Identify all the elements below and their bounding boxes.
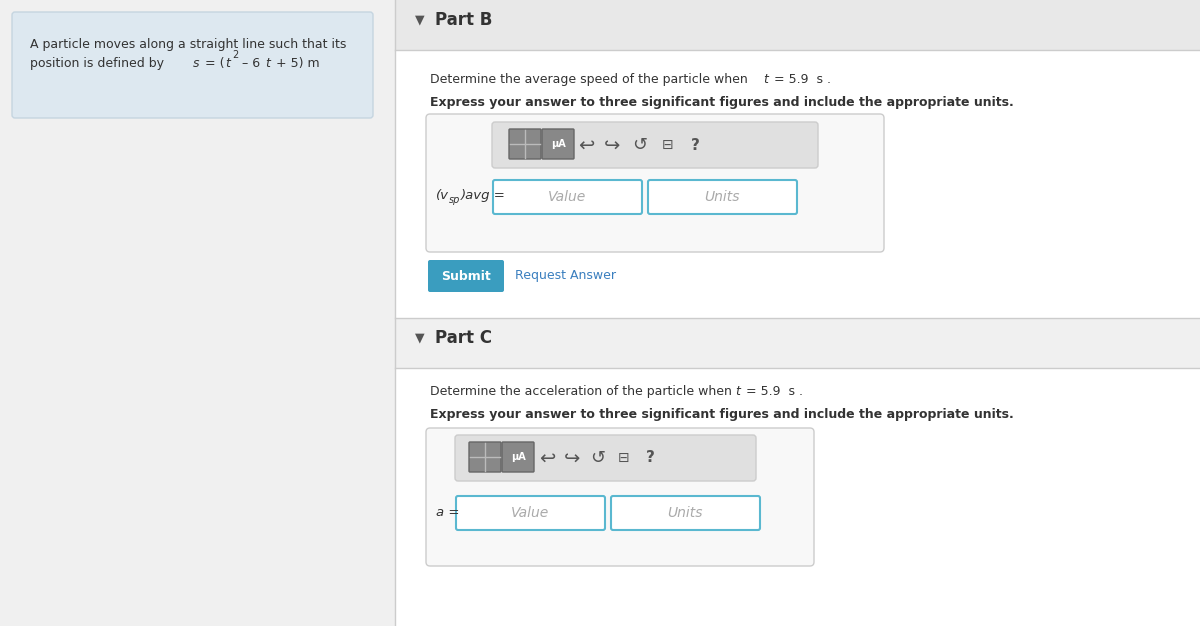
Text: Determine the acceleration of the particle when: Determine the acceleration of the partic… bbox=[430, 385, 736, 398]
Text: 2: 2 bbox=[232, 50, 239, 60]
Text: Express your answer to three significant figures and include the appropriate uni: Express your answer to three significant… bbox=[430, 96, 1014, 109]
Text: ↪: ↪ bbox=[564, 448, 580, 468]
Text: Value: Value bbox=[511, 506, 550, 520]
Text: ↩: ↩ bbox=[578, 135, 594, 155]
Text: ↺: ↺ bbox=[632, 136, 648, 154]
Text: ▼: ▼ bbox=[415, 331, 425, 344]
Text: = 5.9  s .: = 5.9 s . bbox=[742, 385, 803, 398]
Text: – 6: – 6 bbox=[238, 57, 260, 70]
Text: A particle moves along a straight line such that its: A particle moves along a straight line s… bbox=[30, 38, 347, 51]
Text: μA: μA bbox=[551, 139, 565, 149]
Text: Part B: Part B bbox=[436, 11, 492, 29]
Text: t: t bbox=[265, 57, 270, 70]
FancyBboxPatch shape bbox=[493, 180, 642, 214]
Text: Express your answer to three significant figures and include the appropriate uni: Express your answer to three significant… bbox=[430, 408, 1014, 421]
Text: ⊟: ⊟ bbox=[662, 138, 674, 152]
Text: = 5.9  s .: = 5.9 s . bbox=[770, 73, 830, 86]
FancyBboxPatch shape bbox=[469, 442, 502, 472]
Text: ?: ? bbox=[690, 138, 700, 153]
Text: ↪: ↪ bbox=[604, 135, 620, 155]
FancyBboxPatch shape bbox=[395, 0, 1200, 626]
Text: Determine the average speed of the particle when: Determine the average speed of the parti… bbox=[430, 73, 751, 86]
Text: Value: Value bbox=[548, 190, 586, 204]
FancyBboxPatch shape bbox=[492, 122, 818, 168]
FancyBboxPatch shape bbox=[611, 496, 760, 530]
Text: Part C: Part C bbox=[436, 329, 492, 347]
FancyBboxPatch shape bbox=[12, 12, 373, 118]
FancyBboxPatch shape bbox=[542, 129, 574, 159]
Text: )avg =: )avg = bbox=[461, 190, 506, 202]
Text: Units: Units bbox=[667, 506, 703, 520]
FancyBboxPatch shape bbox=[502, 442, 534, 472]
Text: a =: a = bbox=[436, 506, 460, 518]
FancyBboxPatch shape bbox=[426, 428, 814, 566]
FancyBboxPatch shape bbox=[426, 114, 884, 252]
Text: t: t bbox=[734, 385, 740, 398]
FancyBboxPatch shape bbox=[395, 318, 1200, 368]
FancyBboxPatch shape bbox=[509, 129, 541, 159]
FancyBboxPatch shape bbox=[648, 180, 797, 214]
Text: (v: (v bbox=[436, 190, 449, 202]
Text: ↺: ↺ bbox=[590, 449, 606, 467]
FancyBboxPatch shape bbox=[455, 435, 756, 481]
Text: μA: μA bbox=[511, 452, 526, 462]
Text: t: t bbox=[226, 57, 230, 70]
Text: = (: = ( bbox=[202, 57, 224, 70]
FancyBboxPatch shape bbox=[428, 260, 504, 292]
Text: sp: sp bbox=[449, 195, 461, 205]
Text: + 5) m: + 5) m bbox=[272, 57, 319, 70]
Text: ↩: ↩ bbox=[539, 448, 556, 468]
Text: Submit: Submit bbox=[442, 270, 491, 282]
Text: Request Answer: Request Answer bbox=[515, 270, 616, 282]
Text: ?: ? bbox=[646, 451, 654, 466]
Text: ▼: ▼ bbox=[415, 13, 425, 26]
FancyBboxPatch shape bbox=[395, 0, 1200, 50]
Text: Units: Units bbox=[704, 190, 739, 204]
Text: t: t bbox=[763, 73, 768, 86]
FancyBboxPatch shape bbox=[456, 496, 605, 530]
Text: position is defined by: position is defined by bbox=[30, 57, 168, 70]
Text: ⊟: ⊟ bbox=[618, 451, 630, 465]
Text: s: s bbox=[193, 57, 199, 70]
